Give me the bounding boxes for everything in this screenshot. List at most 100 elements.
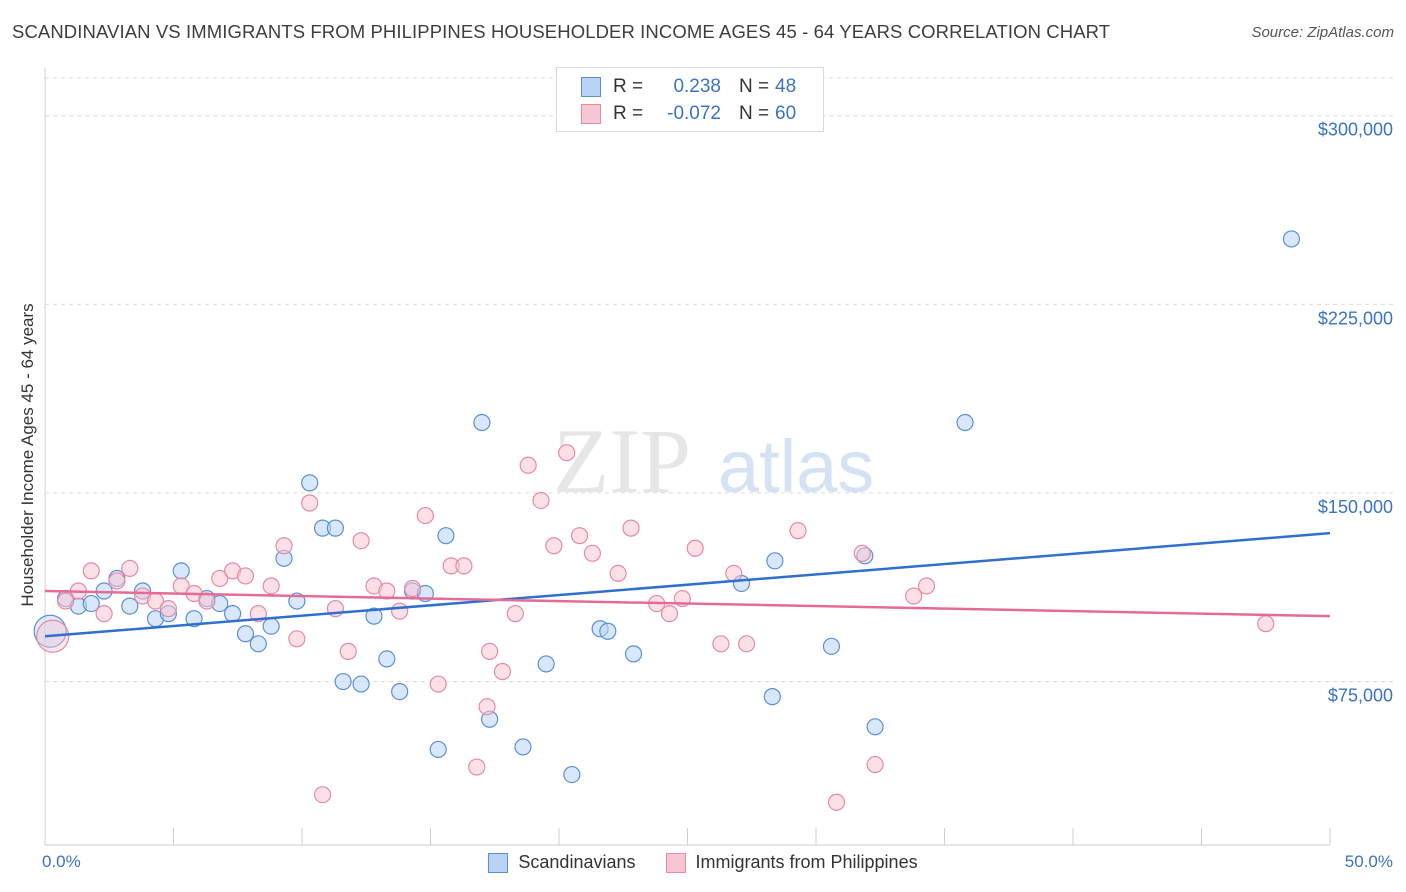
- trend-line-philippines: [44, 589, 1331, 618]
- swatch-pink: [665, 852, 686, 873]
- data-point: [429, 740, 447, 759]
- swatch-blue: [488, 852, 509, 873]
- data-point: [917, 577, 936, 595]
- y-tick-labels: $75,000 $150,000 $225,000 $300,000: [1318, 120, 1393, 706]
- data-point: [532, 491, 550, 510]
- data-point: [391, 682, 409, 701]
- data-point: [437, 527, 455, 545]
- n-label: N =: [739, 103, 770, 124]
- data-point: [519, 456, 537, 474]
- data-point: [403, 579, 422, 598]
- data-point: [609, 564, 627, 583]
- n-label: N =: [739, 76, 770, 97]
- data-point: [866, 755, 884, 774]
- data-point: [537, 655, 555, 673]
- legend-label: Scandinavians: [518, 852, 636, 872]
- chart-title: SCANDINAVIAN VS IMMIGRANTS FROM PHILIPPI…: [12, 21, 1111, 42]
- data-point: [468, 758, 486, 776]
- legend-row-scandinavians: R = 0.238 N = 48: [581, 75, 796, 99]
- data-point: [249, 635, 267, 653]
- data-point: [121, 559, 139, 577]
- data-point: [56, 592, 75, 610]
- watermark-atlas: atlas: [718, 425, 874, 508]
- data-point: [478, 698, 496, 716]
- data-point: [563, 765, 581, 784]
- data-point: [766, 552, 784, 570]
- data-point: [185, 610, 203, 628]
- data-point: [262, 577, 280, 595]
- data-point: [339, 642, 357, 660]
- trend-lines: [44, 531, 1331, 638]
- data-point: [599, 622, 617, 640]
- data-point: [514, 738, 532, 756]
- swatch-blue: [581, 77, 601, 97]
- data-point: [82, 562, 100, 580]
- data-point: [712, 635, 730, 653]
- data-point: [301, 474, 319, 492]
- data-point: [159, 600, 177, 618]
- x-tick-max: 50.0%: [1344, 852, 1393, 871]
- r-label: R =: [613, 76, 644, 97]
- data-point: [956, 413, 974, 432]
- data-point: [95, 605, 113, 623]
- data-point: [378, 650, 396, 668]
- data-point: [236, 567, 255, 585]
- data-point: [853, 544, 871, 562]
- data-point: [1282, 230, 1301, 248]
- data-point: [455, 557, 473, 575]
- data-point: [416, 506, 434, 525]
- data-point: [236, 625, 255, 643]
- y-tick-label: $150,000: [1318, 497, 1393, 517]
- data-point: [288, 630, 306, 648]
- y-tick-label: $225,000: [1318, 308, 1393, 328]
- data-point: [827, 793, 846, 811]
- data-point: [352, 675, 370, 693]
- data-point: [789, 522, 807, 540]
- legend-item-scandinavians[interactable]: Scandinavians: [488, 852, 636, 873]
- data-point: [545, 537, 563, 555]
- r-value: 0.238: [673, 76, 721, 97]
- y-axis-title: Householder Income Ages 45 - 64 years: [18, 303, 37, 607]
- legend-item-philippines[interactable]: Immigrants from Philippines: [665, 852, 918, 873]
- data-point: [313, 786, 332, 804]
- data-point: [660, 605, 679, 623]
- data-point: [391, 602, 409, 620]
- data-point: [224, 605, 242, 623]
- n-value: 48: [775, 76, 797, 97]
- data-point: [473, 413, 491, 432]
- data-point: [866, 718, 884, 736]
- data-point: [725, 564, 743, 583]
- data-point: [622, 519, 640, 537]
- data-point: [365, 607, 383, 625]
- watermark-zip: ZIP: [553, 410, 691, 512]
- data-point: [121, 597, 139, 615]
- axes: [44, 68, 1331, 846]
- data-point: [275, 537, 293, 555]
- grid-lines: [45, 77, 1395, 683]
- data-point: [429, 675, 447, 693]
- data-point: [558, 444, 576, 462]
- data-point: [738, 635, 756, 653]
- data-point: [82, 594, 100, 613]
- data-point: [326, 519, 345, 537]
- n-value: 60: [775, 103, 797, 124]
- series-legend: Scandinavians Immigrants from Philippine…: [0, 852, 1406, 873]
- r-value: -0.072: [667, 103, 721, 124]
- y-tick-label: $300,000: [1318, 120, 1393, 140]
- data-point: [506, 605, 524, 623]
- data-point: [570, 527, 589, 545]
- swatch-pink: [581, 104, 601, 124]
- data-point: [686, 539, 704, 557]
- legend-row-philippines: R = -0.072 N = 60: [581, 102, 796, 126]
- data-point: [172, 562, 190, 580]
- source-label: Source: ZipAtlas.com: [1251, 24, 1394, 41]
- x-tick-min: 0.0%: [42, 852, 81, 871]
- y-tick-label: $75,000: [1328, 686, 1393, 706]
- data-point: [301, 494, 319, 512]
- series-philippines: [36, 444, 1275, 811]
- data-point: [108, 572, 126, 590]
- data-point: [211, 569, 229, 588]
- legend-label: Immigrants from Philippines: [695, 852, 918, 872]
- data-point: [262, 617, 280, 635]
